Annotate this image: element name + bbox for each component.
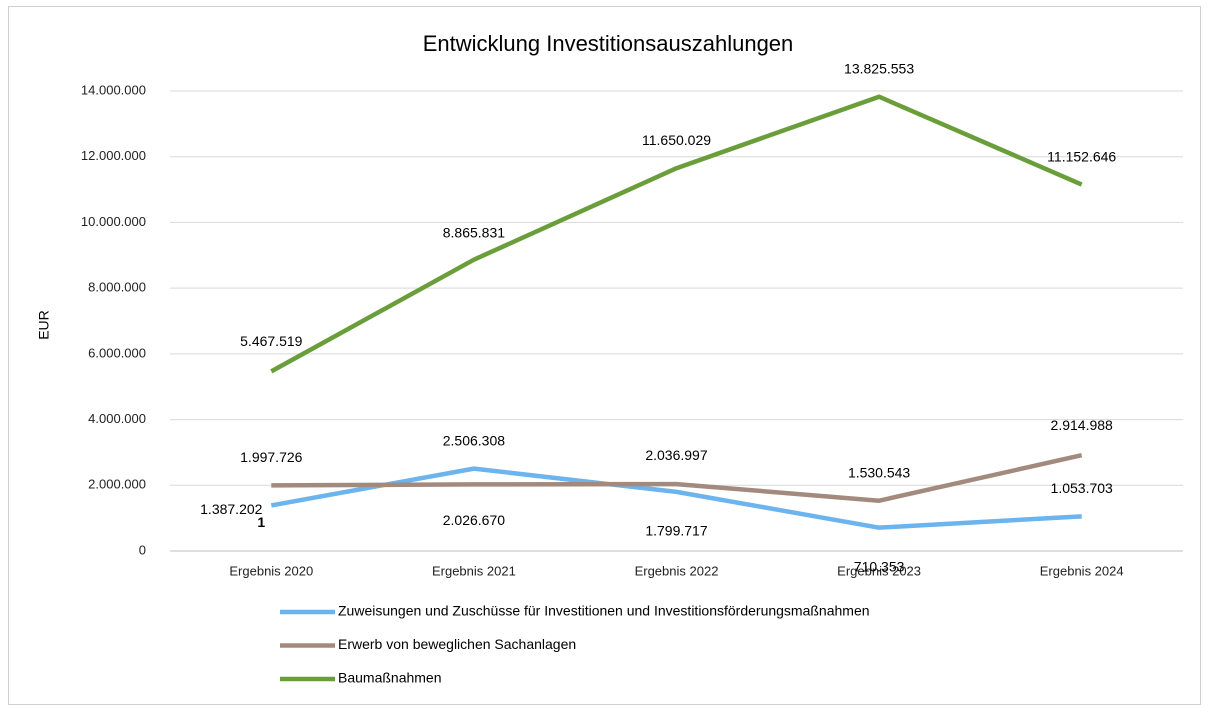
legend-label: Erwerb von beweglichen Sachanlagen (338, 636, 576, 652)
data-label: 11.152.646 (1047, 148, 1116, 164)
data-label: 1.387.202 (200, 501, 262, 517)
x-tick-label: Ergebnis 2020 (229, 563, 313, 578)
y-tick-label: 8.000.000 (88, 280, 146, 295)
data-label: 2.036.997 (645, 447, 707, 463)
y-tick-label: 4.000.000 (88, 411, 146, 426)
series-line (271, 453, 1083, 503)
data-label: 2.506.308 (443, 432, 505, 448)
data-label: 2.914.988 (1051, 417, 1113, 433)
x-tick-label: Ergebnis 2024 (1040, 563, 1124, 578)
y-tick-label: 10.000.000 (81, 214, 146, 229)
data-label: 5.467.519 (240, 333, 302, 349)
data-label: 11.650.029 (642, 132, 711, 148)
series-line (270, 94, 1083, 374)
data-label: 1.799.717 (645, 523, 707, 539)
legend-label: Zuweisungen und Zuschüsse für Investitio… (338, 603, 870, 619)
y-tick-label: 12.000.000 (81, 148, 146, 163)
data-label: 8.865.831 (443, 224, 505, 240)
annotation: 1 (257, 514, 265, 530)
data-label: 1.997.726 (240, 449, 302, 465)
data-label: 1.053.703 (1051, 480, 1113, 496)
y-tick-label: 0 (139, 542, 146, 557)
y-tick-label: 14.000.000 (81, 82, 146, 97)
y-tick-label: 2.000.000 (88, 477, 146, 492)
data-label: 1.530.543 (848, 464, 910, 480)
data-label: 710.353 (854, 558, 905, 574)
x-tick-label: Ergebnis 2022 (635, 563, 719, 578)
data-label: 13.825.553 (844, 60, 914, 76)
x-tick-label: Ergebnis 2023 (837, 563, 921, 578)
chart-frame (8, 6, 1201, 705)
y-axis-label: EUR (36, 310, 52, 340)
series-line (270, 466, 1082, 530)
x-tick-label: Ergebnis 2021 (432, 563, 516, 578)
data-label: 2.026.670 (443, 512, 505, 528)
chart-title: Entwicklung Investitionsauszahlungen (423, 31, 794, 56)
legend-label: Baumaßnahmen (338, 670, 442, 686)
y-tick-label: 6.000.000 (88, 345, 146, 360)
